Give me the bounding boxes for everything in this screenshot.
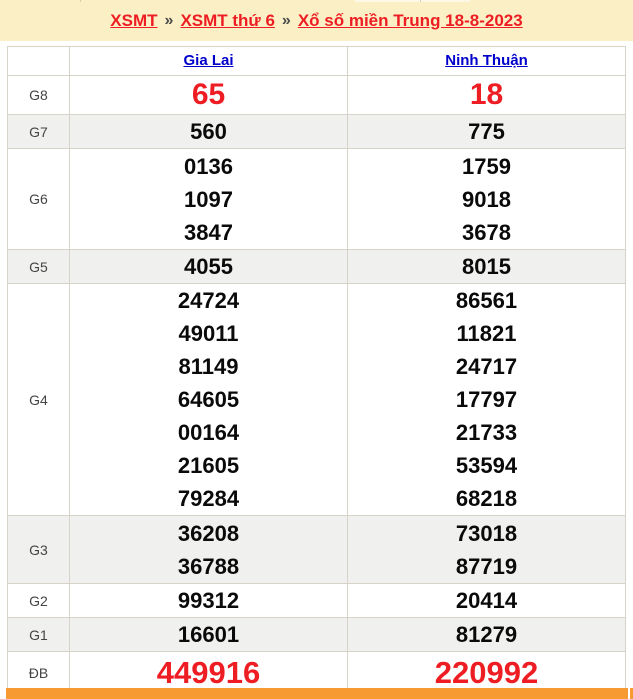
province-link-gia-lai[interactable]: Gia Lai (183, 52, 234, 69)
breadcrumb-separator: » (164, 11, 174, 29)
prize-number-g2-gia-lai: 99312 (177, 588, 240, 613)
prize-number-g6-gia-lai: 3847 (184, 219, 233, 245)
prize-number-db-gia-lai: 449916 (156, 655, 261, 690)
table-row-g1: G1 16601 81279 (7, 617, 626, 652)
prize-number-g6-gia-lai: 0136 (184, 153, 233, 179)
prize-number-g4-gia-lai: 81149 (178, 354, 239, 379)
prize-number-g3-ninh-thuan: 87719 (455, 553, 518, 579)
prize-number-g4-ninh-thuan: 86561 (455, 288, 518, 313)
bottom-right-orange-chip (630, 688, 633, 699)
top-tab-edge-hints (0, 0, 633, 2)
table-row-g3: G3 36208 36788 73018 87719 (7, 515, 626, 584)
prize-number-g4-ninh-thuan: 21733 (455, 420, 518, 445)
prize-label-g6: G6 (7, 148, 70, 250)
prize-number-g3-ninh-thuan: 73018 (455, 520, 518, 546)
prize-number-g6-ninh-thuan: 9018 (462, 186, 511, 212)
prize-number-g6-ninh-thuan: 3678 (462, 219, 511, 245)
column-header-gia-lai: Gia Lai (69, 46, 348, 76)
prize-number-g3-gia-lai: 36788 (177, 553, 240, 579)
breadcrumb-link-xsmt-thu-6[interactable]: XSMT thứ 6 (180, 10, 275, 30)
prize-number-g4-gia-lai: 00164 (177, 420, 240, 445)
prize-number-g4-ninh-thuan: 24717 (455, 354, 518, 379)
prize-label-db: ĐB (7, 651, 70, 694)
bottom-orange-bar (6, 688, 628, 699)
prize-label-g3: G3 (7, 515, 70, 584)
table-row-db: ĐB 449916 220992 (7, 651, 626, 694)
prize-number-g2-ninh-thuan: 20414 (455, 588, 518, 613)
prize-label-g5: G5 (7, 249, 70, 284)
prize-number-g1-gia-lai: 16601 (177, 622, 240, 647)
prize-number-g5-ninh-thuan: 8015 (462, 254, 511, 279)
breadcrumb-link-xsmt[interactable]: XSMT (110, 10, 158, 30)
column-header-ninh-thuan: Ninh Thuận (347, 46, 626, 76)
table-row-g5: G5 4055 8015 (7, 249, 626, 284)
prize-number-db-ninh-thuan: 220992 (434, 655, 539, 690)
table-row-g7: G7 560 775 (7, 114, 626, 149)
prize-label-g2: G2 (7, 583, 70, 618)
prize-number-g8-gia-lai: 65 (191, 78, 226, 111)
prize-number-g8-ninh-thuan: 18 (469, 78, 504, 111)
prize-label-g7: G7 (7, 114, 70, 149)
table-row-g6: G6 0136 1097 3847 1759 9018 3678 (7, 148, 626, 250)
table-row-g4: G4 24724 49011 81149 64605 00164 21605 7… (7, 283, 626, 516)
prize-number-g3-gia-lai: 36208 (177, 520, 240, 546)
prize-label-g1: G1 (7, 617, 70, 652)
prize-number-g4-ninh-thuan: 53594 (455, 453, 518, 478)
breadcrumb: XSMT » XSMT thứ 6 » Xổ số miền Trung 18-… (0, 0, 633, 41)
prize-label-g4: G4 (7, 283, 70, 516)
prize-number-g4-gia-lai: 21605 (177, 453, 240, 478)
prize-number-g4-ninh-thuan: 11821 (456, 321, 517, 346)
prize-column-header-empty (7, 46, 70, 76)
prize-number-g4-gia-lai: 49011 (178, 321, 239, 346)
prize-number-g4-gia-lai: 79284 (177, 486, 240, 511)
prize-number-g7-ninh-thuan: 775 (468, 119, 505, 144)
breadcrumb-link-xo-so-mien-trung-date[interactable]: Xổ số miền Trung 18-8-2023 (297, 10, 523, 30)
prize-number-g6-ninh-thuan: 1759 (462, 153, 511, 179)
prize-number-g4-gia-lai: 64605 (177, 387, 240, 412)
prize-number-g7-gia-lai: 560 (190, 119, 227, 144)
table-row-g2: G2 99312 20414 (7, 583, 626, 618)
prize-label-g8: G8 (7, 75, 70, 115)
prize-number-g5-gia-lai: 4055 (184, 254, 233, 279)
province-link-ninh-thuan[interactable]: Ninh Thuận (445, 52, 528, 69)
prize-number-g1-ninh-thuan: 81279 (455, 622, 518, 647)
prize-number-g4-ninh-thuan: 68218 (455, 486, 518, 511)
breadcrumb-separator: » (281, 11, 291, 29)
table-row-g8: G8 65 18 (7, 75, 626, 115)
prize-number-g6-gia-lai: 1097 (184, 186, 233, 212)
lottery-results-table: Gia Lai Ninh Thuận G8 65 18 G7 560 775 G… (7, 46, 626, 694)
table-header-row: Gia Lai Ninh Thuận (7, 46, 626, 76)
prize-number-g4-ninh-thuan: 17797 (455, 387, 518, 412)
prize-number-g4-gia-lai: 24724 (177, 288, 240, 313)
